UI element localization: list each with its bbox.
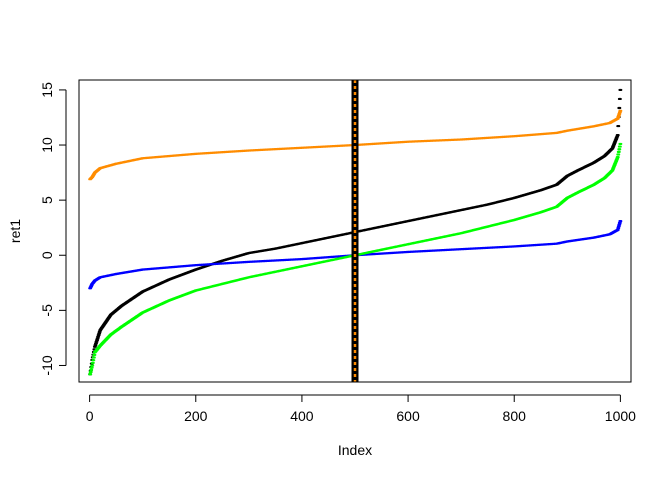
y-axis: -10 -5 0 5 10 15: [39, 82, 67, 376]
x-axis: 0 200 400 600 800 1000: [86, 394, 636, 424]
x-tick-label: 1000: [605, 408, 636, 424]
series-green-points: [88, 142, 623, 376]
x-axis-title: Index: [338, 442, 372, 458]
x-tick-label: 0: [86, 408, 94, 424]
series-blue-points: [88, 219, 623, 290]
series-blue: [88, 219, 623, 290]
series-green: [88, 142, 623, 376]
plot-frame: [78, 79, 632, 383]
y-tick-label: 5: [39, 196, 55, 204]
y-tick-label: 0: [39, 251, 55, 259]
y-tick-label: 15: [39, 82, 55, 98]
x-tick-label: 200: [184, 408, 208, 424]
y-tick-label: 10: [39, 137, 55, 153]
series-orange-points: [88, 109, 623, 181]
y-tick-label: -5: [39, 304, 55, 317]
series-layer: [88, 88, 623, 376]
x-tick-label: 400: [290, 408, 314, 424]
x-tick-label: 600: [396, 408, 420, 424]
series-orange: [88, 109, 623, 181]
y-tick-label: -10: [39, 355, 55, 375]
y-axis-title: ret1: [7, 219, 23, 243]
x-tick-label: 800: [503, 408, 527, 424]
